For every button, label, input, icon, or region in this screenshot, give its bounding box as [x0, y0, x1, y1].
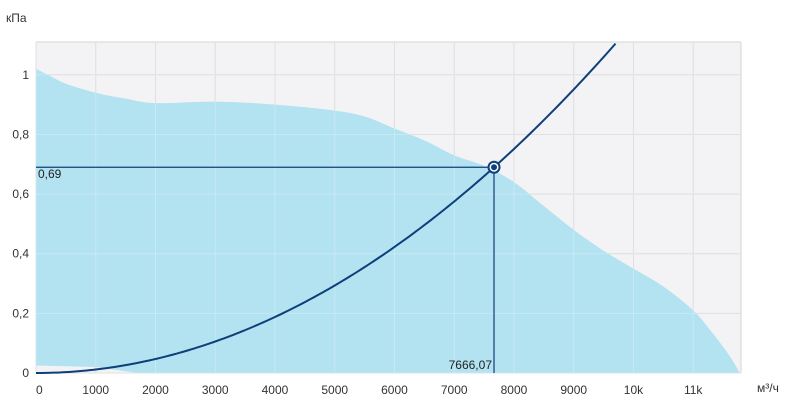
y-tick-label: 0,2 — [12, 306, 29, 320]
x-tick-label: 4000 — [262, 383, 289, 397]
x-tick-label: 6000 — [381, 383, 408, 397]
y-tick-label: 0,4 — [12, 247, 29, 261]
system-curve — [35, 42, 617, 374]
operating-point-dot[interactable] — [491, 164, 498, 171]
x-tick-label: 0 — [36, 383, 43, 397]
x-axis: 0 1000 2000 3000 4000 5000 6000 7000 8000 9000 10k… — [36, 383, 703, 397]
x-tick-label: 7000 — [441, 383, 468, 397]
operating-point-y-label: 0,69 — [38, 167, 62, 181]
x-tick-label: 3000 — [202, 383, 229, 397]
x-tick-label: 11k — [684, 383, 703, 397]
x-tick-label: 8000 — [501, 383, 528, 397]
y-tick-label: 0,8 — [12, 127, 29, 141]
x-tick-label: 1000 — [82, 383, 109, 397]
y-tick-label: 1 — [22, 68, 29, 82]
operating-point-guides: 0,69 7666,07 — [36, 166, 495, 373]
fan-operating-area — [36, 68, 740, 374]
operating-point[interactable] — [487, 160, 501, 174]
operating-point-x-label: 7666,07 — [449, 358, 493, 372]
x-tick-label: 5000 — [321, 383, 348, 397]
y-tick-label: 0 — [22, 366, 29, 380]
x-axis-unit-label: м³/ч — [757, 381, 779, 395]
x-tick-label: 10k — [624, 383, 644, 397]
y-tick-label: 0,6 — [12, 187, 29, 201]
grid-overlay — [35, 42, 741, 374]
x-tick-label: 2000 — [142, 383, 169, 397]
y-axis: 0 0,2 0,4 0,6 0,8 1 — [12, 68, 29, 380]
y-axis-unit-label: кПа — [6, 11, 27, 25]
x-tick-label: 9000 — [560, 383, 587, 397]
